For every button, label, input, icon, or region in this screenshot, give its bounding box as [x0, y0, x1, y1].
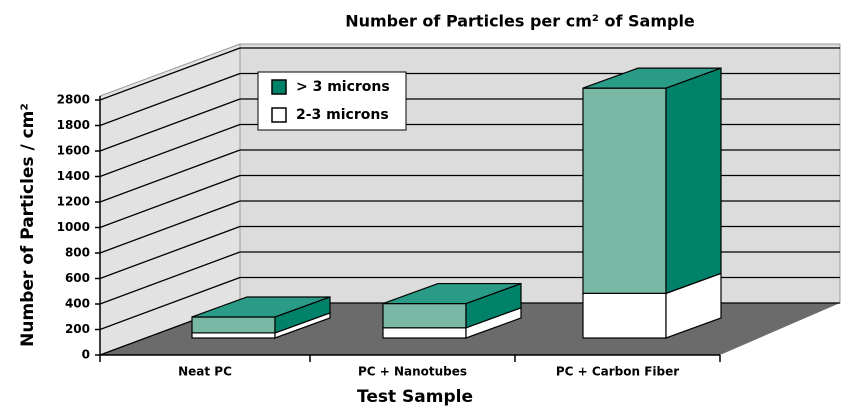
y-tick-label: 800: [65, 246, 90, 260]
legend: > 3 microns 2-3 microns: [257, 71, 407, 131]
legend-swatch: [271, 79, 287, 95]
bar-front: [582, 292, 667, 339]
x-tick-label: PC + Nanotubes: [358, 365, 467, 379]
y-tick-label: 1200: [57, 195, 90, 209]
x-tick-label: Neat PC: [178, 365, 232, 379]
bar-top: [191, 296, 331, 318]
bar-front: [582, 87, 667, 294]
y-tick-label: 1400: [57, 169, 90, 183]
grid-line: [99, 98, 241, 152]
grid-line: [99, 174, 241, 229]
grid-line: [99, 225, 241, 280]
y-axis-label: Number of Particles / cm²: [18, 103, 38, 347]
bar-front: [191, 316, 276, 334]
x-axis-label: Test Sample: [357, 387, 473, 407]
bar-front: [382, 327, 467, 339]
bar-side: [665, 67, 722, 295]
y-tick-label: 2800: [57, 93, 90, 107]
bar-front: [382, 302, 467, 329]
bar-top: [382, 282, 522, 305]
bars: [191, 67, 722, 339]
legend-label: 2-3 microns: [296, 107, 389, 123]
y-tick-label: 200: [65, 322, 90, 336]
y-tick-label: 0: [82, 348, 90, 362]
y-tick-label: 1000: [57, 220, 90, 234]
grid-line: [99, 47, 241, 101]
bar-front: [191, 332, 276, 339]
grid: [99, 47, 840, 356]
grid-line: [99, 123, 241, 178]
grid-line: [99, 251, 241, 305]
y-tick-label: 400: [65, 297, 90, 311]
y-tick-label: 1800: [57, 118, 90, 132]
x-tick-label: PC + Carbon Fiber: [556, 365, 679, 379]
legend-swatch: [271, 107, 287, 123]
y-tick-label: 1600: [57, 144, 90, 158]
bar-top: [582, 67, 722, 89]
grid-line: [99, 276, 241, 331]
grid-line: [99, 72, 241, 127]
legend-label: > 3 microns: [296, 79, 390, 95]
y-tick-label: 600: [65, 271, 90, 285]
grid-line: [99, 149, 241, 203]
grid-line: [99, 200, 241, 254]
chart-title: Number of Particles per cm² of Sample: [345, 12, 695, 31]
